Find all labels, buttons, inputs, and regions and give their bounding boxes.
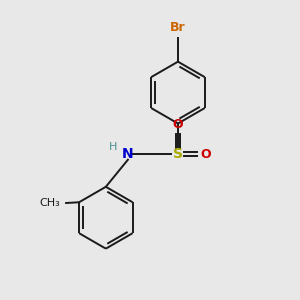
Text: N: N bbox=[122, 147, 134, 161]
Text: Br: Br bbox=[170, 21, 186, 34]
Text: O: O bbox=[200, 148, 211, 161]
Text: O: O bbox=[173, 118, 183, 131]
Text: S: S bbox=[173, 147, 183, 161]
Text: H: H bbox=[109, 142, 117, 152]
Text: CH₃: CH₃ bbox=[39, 198, 60, 208]
